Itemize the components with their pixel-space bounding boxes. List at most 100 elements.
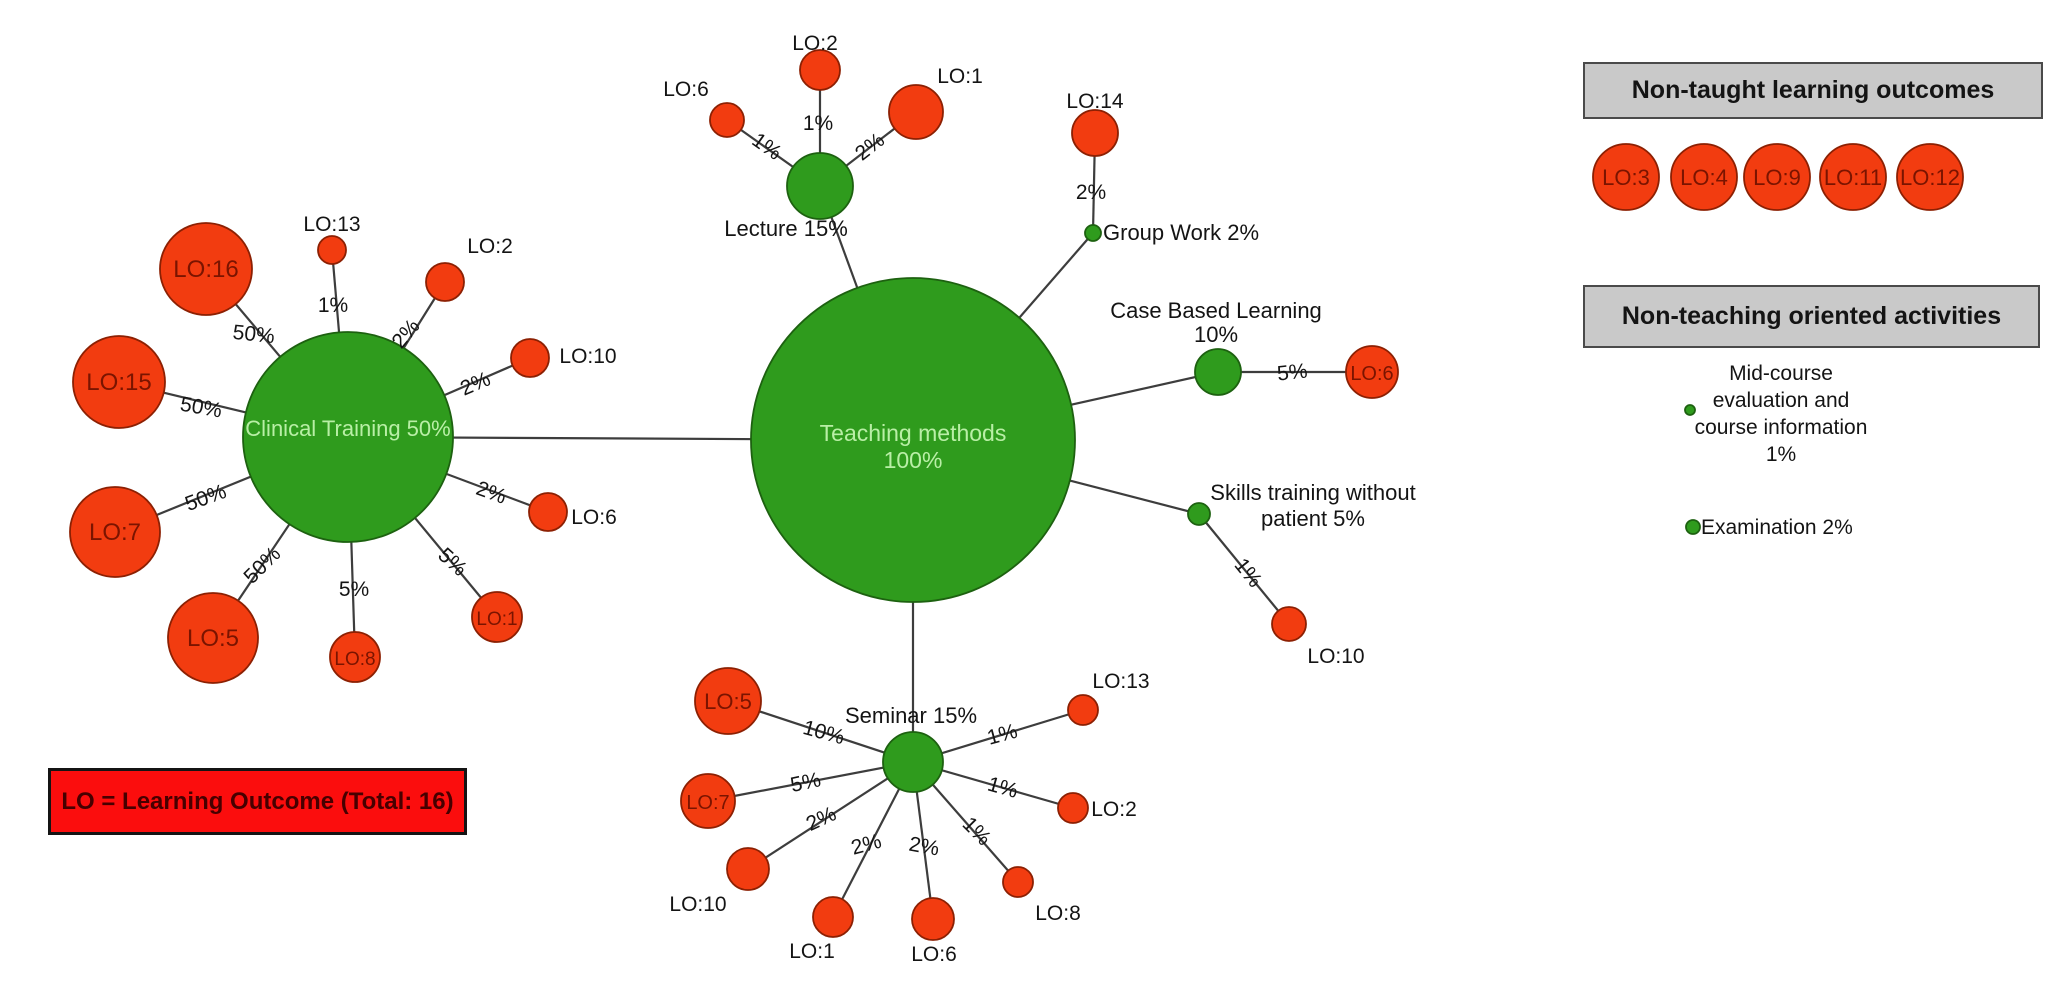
label-cl-lo5: LO:5: [187, 625, 239, 652]
node-seminar: [882, 731, 944, 793]
node-cbl_lo6: [1345, 345, 1399, 399]
node-cbl: [1194, 348, 1242, 396]
node-clinical: [242, 331, 454, 543]
legend-non-taught-box: Non-taught learning outcomes: [1583, 62, 2043, 119]
label-cl-lo16: LO:16: [173, 256, 238, 283]
edge-label-clinical-cl_lo10: 2%: [457, 367, 494, 400]
label-cbl-line-2: 10%: [1194, 322, 1238, 347]
edge-seminar-sem_lo7: [707, 760, 914, 803]
edge-label-seminar-sem_lo6: 2%: [907, 833, 941, 861]
label-teaching-line-1: Teaching methods: [820, 420, 1007, 446]
label-midcourse-line-3: course information: [1695, 416, 1868, 439]
label-cl-lo8: LO:8: [334, 649, 375, 670]
legend-non-teaching-box: Non-teaching oriented activities: [1583, 285, 2040, 348]
node-leg_lo4: [1670, 143, 1738, 211]
node-teaching: [750, 277, 1076, 603]
label-clinical: Clinical Training 50%: [245, 416, 450, 441]
label-cbl-lo6: LO:6: [1350, 363, 1393, 385]
label-leg-lo3: LO:3: [1602, 165, 1650, 190]
edge-skills-sk_lo10: [1198, 513, 1290, 625]
label-midcourse-line-4: 1%: [1766, 443, 1796, 466]
edge-label-clinical-cl_lo15: 50%: [178, 393, 223, 423]
label-leg-lo4: LO:4: [1680, 165, 1728, 190]
node-lec_lo2: [799, 49, 841, 91]
node-cl_lo6: [528, 492, 568, 532]
edge-label-clinical-cl_lo16: 50%: [232, 321, 276, 348]
label-sem-lo1: LO:1: [789, 940, 835, 963]
label-lec-lo2: LO:2: [792, 32, 838, 55]
label-leg-lo9: LO:9: [1753, 165, 1801, 190]
node-cl_lo7: [69, 486, 161, 578]
label-cbl-line-1: Case Based Learning: [1110, 298, 1322, 323]
edge-label-cbl-cbl_lo6: 5%: [1276, 360, 1309, 386]
node-dot_exam: [1685, 519, 1701, 535]
label-sem-lo8: LO:8: [1035, 902, 1081, 925]
label-cl-lo13: LO:13: [303, 213, 360, 236]
node-lec_lo1: [888, 84, 944, 140]
legend-non-teaching-title: Non-teaching oriented activities: [1621, 302, 2002, 330]
node-cl_lo2: [425, 262, 465, 302]
node-leg_lo11: [1819, 143, 1887, 211]
label-examination: Examination 2%: [1701, 516, 1853, 539]
node-cl_lo1: [471, 591, 523, 643]
node-groupwork: [1084, 224, 1102, 242]
node-leg_lo9: [1743, 143, 1811, 211]
label-cl-lo10: LO:10: [559, 345, 616, 368]
label-lec-lo6: LO:6: [663, 78, 709, 101]
label-seminar: Seminar 15%: [845, 703, 977, 728]
edge-label-clinical-cl_lo8: 5%: [339, 578, 369, 601]
label-teaching-line-2: 100%: [884, 447, 943, 473]
node-sk_lo10: [1271, 606, 1307, 642]
label-sem-lo2: LO:2: [1091, 798, 1137, 821]
edge-label-seminar-sem_lo13: 1%: [985, 720, 1020, 750]
node-skills: [1187, 502, 1211, 526]
legend-non-taught-title: Non-taught learning outcomes: [1631, 76, 1995, 104]
node-gw_lo14: [1071, 109, 1119, 157]
node-sem_lo5: [694, 667, 762, 735]
node-cl_lo13: [317, 235, 347, 265]
label-cl-lo15: LO:15: [86, 369, 151, 396]
edge-label-clinical-cl_lo5: 50%: [239, 542, 285, 588]
edge-label-clinical-cl_lo6: 2%: [473, 477, 509, 509]
node-cl_lo16: [159, 222, 253, 316]
label-sem-lo6: LO:6: [911, 943, 957, 966]
node-sem_lo10: [726, 847, 770, 891]
lo-abbreviation-note-box: LO = Learning Outcome (Total: 16): [48, 768, 467, 835]
node-sem_lo1: [812, 896, 854, 938]
label-sem-lo7: LO:7: [686, 792, 729, 814]
node-dot_midcourse: [1684, 404, 1696, 416]
label-sk-lo10: LO:10: [1307, 645, 1364, 668]
label-lecture: Lecture 15%: [724, 216, 848, 241]
node-leg_lo3: [1592, 143, 1660, 211]
label-cl-lo1: LO:1: [476, 609, 517, 630]
label-lec-lo1: LO:1: [937, 65, 983, 88]
node-lecture: [786, 152, 854, 220]
label-sem-lo10: LO:10: [669, 893, 726, 916]
label-sem-lo13: LO:13: [1092, 670, 1149, 693]
edge-label-seminar-sem_lo1: 2%: [849, 830, 884, 860]
node-sem_lo2: [1057, 792, 1089, 824]
label-leg-lo11: LO:11: [1824, 165, 1882, 190]
label-skills-line-2: patient 5%: [1261, 506, 1365, 531]
node-cl_lo8: [329, 631, 381, 683]
node-cl_lo10: [510, 338, 550, 378]
edge-label-clinical-cl_lo1: 5%: [433, 543, 471, 580]
label-cl-lo6: LO:6: [571, 506, 617, 529]
label-sem-lo5: LO:5: [704, 689, 752, 714]
node-leg_lo12: [1896, 143, 1964, 211]
label-cl-lo2: LO:2: [467, 235, 513, 258]
edge-label-clinical-cl_lo7: 50%: [182, 480, 229, 516]
node-cl_lo5: [167, 592, 259, 684]
edge-label-seminar-sem_lo2: 1%: [985, 773, 1021, 803]
edge-label-groupwork-gw_lo14: 2%: [1076, 181, 1106, 204]
label-groupwork: Group Work 2%: [1103, 220, 1259, 245]
label-cl-lo7: LO:7: [89, 519, 141, 546]
edge-label-lecture-lec_lo1: 2%: [851, 128, 889, 165]
label-gw-lo14: LO:14: [1066, 90, 1124, 113]
node-sem_lo6: [911, 897, 955, 941]
edge-label-lecture-lec_lo2: 1%: [803, 112, 833, 135]
node-sem_lo7: [680, 773, 736, 829]
node-cl_lo15: [72, 335, 166, 429]
